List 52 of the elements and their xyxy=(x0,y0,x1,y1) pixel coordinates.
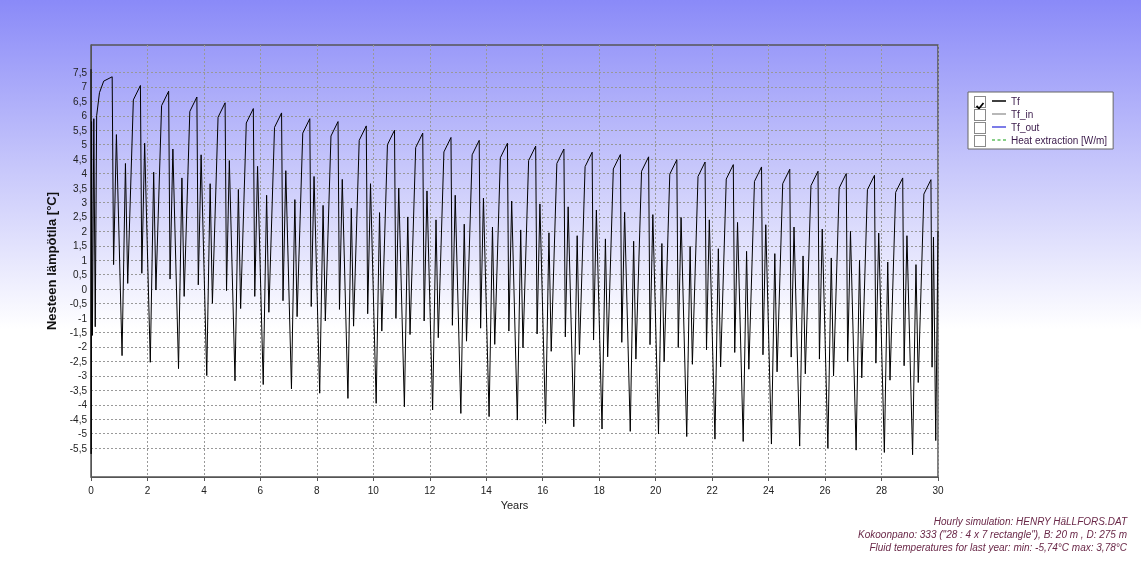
y-tick-label: -1,5 xyxy=(69,327,88,339)
y-tick-label: -0,5 xyxy=(69,298,88,310)
y-tick-label: -3,5 xyxy=(69,384,88,396)
y-tick-label: -1 xyxy=(78,312,88,324)
y-tick-label: 5,5 xyxy=(73,124,88,136)
x-tick-label: 28 xyxy=(875,484,888,496)
y-tick-label: -2 xyxy=(78,341,88,353)
x-tick-label: 2 xyxy=(144,484,151,496)
legend-label: Tf_out xyxy=(1011,121,1040,133)
y-tick-label: -2,5 xyxy=(69,355,88,367)
y-tick-label: 1,5 xyxy=(73,240,88,252)
x-tick-label: 16 xyxy=(537,484,549,496)
y-tick-label: 3 xyxy=(81,196,88,208)
legend-label: Tf xyxy=(1011,95,1021,107)
y-axis-title: Nesteen lämpötila [°C] xyxy=(44,191,59,331)
text: Fluid temperatures for last year: min: -5,74°C max: 3,78°C xyxy=(868,541,1127,554)
y-tick-label: -3 xyxy=(78,370,88,382)
x-tick-label: 4 xyxy=(201,484,208,496)
y-tick-label: 2 xyxy=(81,225,88,237)
x-tick-label: 30 xyxy=(932,484,944,496)
legend-label: Tf_in xyxy=(1011,108,1034,120)
x-tick-label: 22 xyxy=(706,484,719,496)
x-tick-label: 8 xyxy=(314,484,321,496)
y-tick-label: 4 xyxy=(81,168,88,180)
y-tick-label: 0,5 xyxy=(73,269,88,281)
line-series xyxy=(90,69,939,456)
x-tick-label: 12 xyxy=(424,484,436,496)
y-tick-label: 1 xyxy=(81,254,88,266)
y-tick-label: 3,5 xyxy=(73,182,88,194)
y-tick-label: 5 xyxy=(81,139,88,151)
x-tick-label: 18 xyxy=(593,484,606,496)
y-tick-label: 6,5 xyxy=(73,95,88,107)
legend-label: Heat extraction [W/m] xyxy=(1011,134,1108,146)
y-tick-label: -5,5 xyxy=(69,442,88,454)
y-tick-label: -5 xyxy=(78,428,88,440)
x-tick-label: 6 xyxy=(257,484,264,496)
y-tick-label: 7 xyxy=(81,81,88,93)
y-tick-label: 0 xyxy=(81,283,88,295)
x-axis-title: Years xyxy=(500,499,529,512)
y-tick-label: 6 xyxy=(81,110,88,122)
x-tick-label: 24 xyxy=(763,484,775,496)
text: Hourly simulation: HENRY HäLLFORS.DAT xyxy=(932,515,1127,528)
x-tick-label: 10 xyxy=(367,484,380,496)
text: Kokoonpano: 333 ("28 : 4 x 7 rectangle"), B: 20 m , D: 275 m xyxy=(858,528,1127,541)
y-tick-label: -4 xyxy=(78,399,88,411)
y-tick-label: 7,5 xyxy=(73,66,88,78)
y-tick-label: -4,5 xyxy=(69,413,88,425)
x-tick-label: 14 xyxy=(480,484,493,496)
y-tick-label: 4,5 xyxy=(73,153,88,165)
y-tick-label: 2,5 xyxy=(73,211,88,223)
x-tick-label: 26 xyxy=(819,484,832,496)
x-tick-label: 20 xyxy=(650,484,662,496)
